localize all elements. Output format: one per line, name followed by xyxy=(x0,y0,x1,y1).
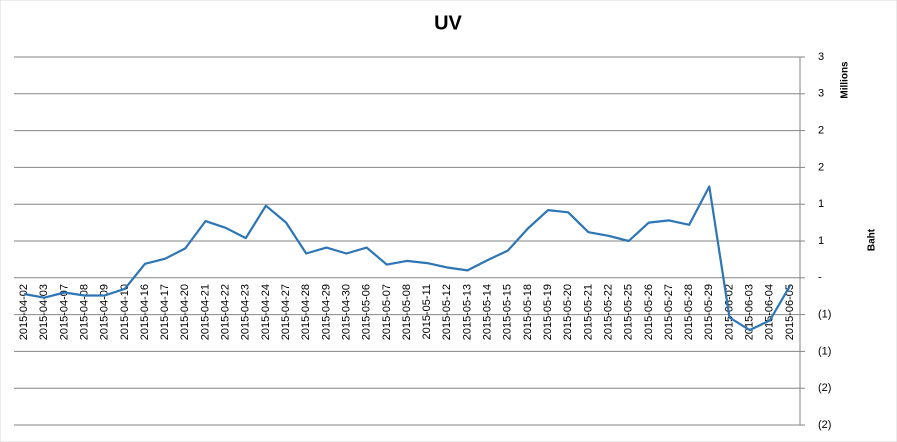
y-tick-label: (1) xyxy=(818,309,831,321)
x-tick-label: 2015-05-07 xyxy=(381,284,393,340)
x-tick-label: 2015-04-07 xyxy=(58,284,70,340)
x-tick-label: 2015-05-15 xyxy=(502,284,514,340)
x-tick-label: 2015-05-20 xyxy=(562,284,574,340)
y-tick-label: (2) xyxy=(818,382,831,394)
x-tick-label: 2015-04-08 xyxy=(78,284,90,340)
y-tick-label: 3 xyxy=(818,51,824,63)
x-tick-label: 2015-04-28 xyxy=(300,284,312,340)
y-tick-label: 1 xyxy=(818,235,824,247)
x-tick-label: 2015-04-17 xyxy=(159,284,171,340)
x-tick-label: 2015-06-05 xyxy=(784,284,796,340)
y-tick-label: (2) xyxy=(818,419,831,431)
x-tick-label: 2015-04-29 xyxy=(320,284,332,340)
x-tick-label: 2015-04-20 xyxy=(179,284,191,340)
y-tick-label: (1) xyxy=(818,345,831,357)
x-tick-label: 2015-04-30 xyxy=(340,284,352,340)
x-tick-label: 2015-05-12 xyxy=(441,284,453,340)
y-tick-label: 2 xyxy=(818,161,824,173)
x-tick-label: 2015-05-26 xyxy=(643,284,655,340)
x-tick-label: 2015-04-02 xyxy=(18,284,30,340)
y-tick-label: - xyxy=(818,272,822,284)
x-tick-label: 2015-04-21 xyxy=(199,284,211,340)
y-unit-label: Millions xyxy=(840,61,851,99)
x-tick-label: 2015-04-22 xyxy=(220,284,232,340)
line-series xyxy=(23,185,791,332)
x-tick-label: 2015-04-03 xyxy=(38,284,50,340)
x-tick-label: 2015-04-09 xyxy=(99,284,111,340)
x-tick-label: 2015-06-04 xyxy=(764,284,776,340)
x-tick-label: 2015-05-21 xyxy=(582,284,594,340)
chart-title: UV xyxy=(434,12,462,34)
x-tick-label: 2015-05-29 xyxy=(703,284,715,340)
x-tick-label: 2015-04-23 xyxy=(240,284,252,340)
y-tick-label: 1 xyxy=(818,198,824,210)
x-tick-label: 2015-05-11 xyxy=(421,284,433,339)
x-tick-label: 2015-05-13 xyxy=(461,284,473,340)
x-tick-label: 2015-05-28 xyxy=(683,284,695,340)
y-tick-label: 3 xyxy=(818,88,824,100)
x-tick-label: 2015-06-03 xyxy=(744,284,756,340)
x-tick-label: 2015-04-16 xyxy=(139,284,151,340)
y-tick-label: 2 xyxy=(818,125,824,137)
x-tick-label: 2015-05-06 xyxy=(361,284,373,340)
x-tick-label: 2015-05-18 xyxy=(522,284,534,340)
x-tick-label: 2015-04-27 xyxy=(280,284,292,340)
x-tick-label: 2015-05-25 xyxy=(623,284,635,340)
x-tick-label: 2015-05-27 xyxy=(663,284,675,340)
x-tick-label: 2015-05-14 xyxy=(482,284,494,340)
y-axis-title: Baht xyxy=(867,228,878,251)
x-tick-label: 2015-04-24 xyxy=(260,284,272,340)
x-tick-label: 2015-05-22 xyxy=(602,284,614,340)
x-tick-label: 2015-05-08 xyxy=(401,284,413,340)
x-tick-label: 2015-04-10 xyxy=(119,284,131,340)
x-tick-label: 2015-05-19 xyxy=(542,284,554,340)
